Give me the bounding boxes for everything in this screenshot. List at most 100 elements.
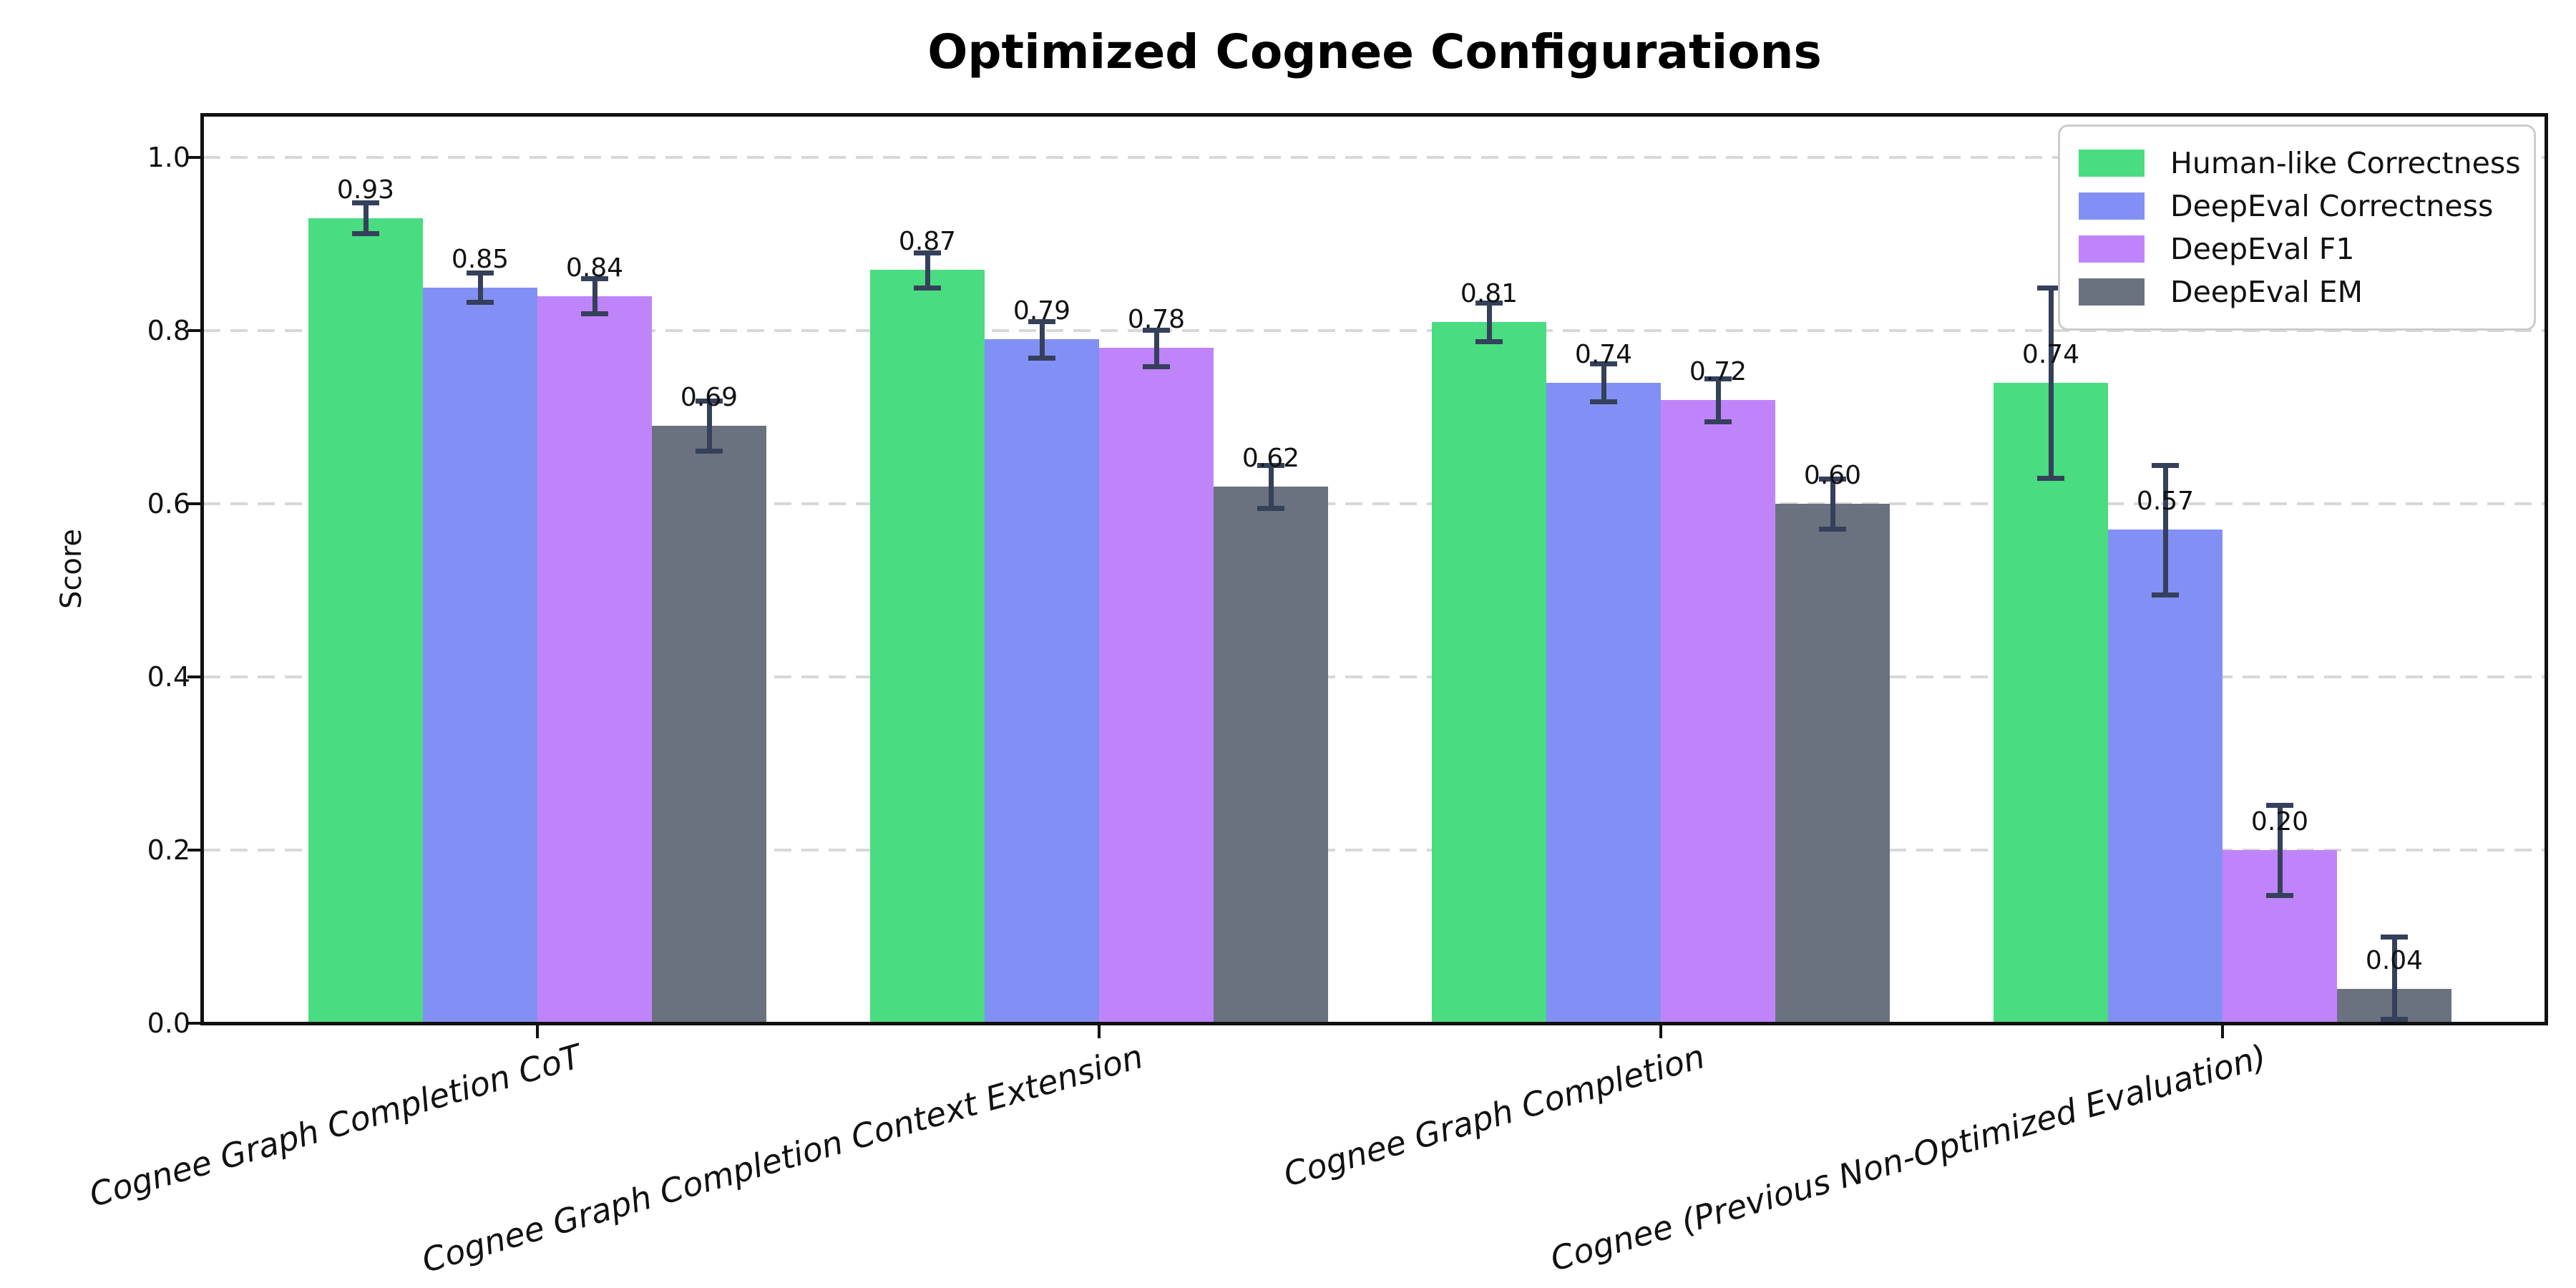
bar bbox=[1775, 504, 1890, 1023]
x-tick bbox=[2221, 1025, 2224, 1038]
x-tick bbox=[1098, 1025, 1101, 1038]
error-bar-cap-bottom bbox=[352, 231, 379, 237]
gridline bbox=[203, 849, 2546, 852]
error-bar-cap-bottom bbox=[1028, 355, 1055, 361]
bar bbox=[652, 426, 766, 1023]
bar bbox=[1546, 382, 1661, 1023]
error-bar bbox=[2048, 287, 2054, 478]
error-bar bbox=[2391, 937, 2397, 1019]
bar bbox=[870, 270, 985, 1023]
bar-value-label: 0.79 bbox=[1013, 296, 1071, 326]
error-bar-cap-bottom bbox=[696, 449, 723, 454]
error-bar bbox=[2162, 464, 2168, 595]
error-bar-cap-bottom bbox=[467, 300, 494, 306]
error-bar bbox=[477, 272, 483, 303]
y-tick bbox=[187, 849, 203, 852]
y-tick-label: 0.0 bbox=[147, 1008, 190, 1039]
error-bar-cap-top bbox=[914, 250, 941, 256]
bar-value-label: 0.84 bbox=[565, 253, 624, 283]
error-bar-cap-bottom bbox=[1257, 506, 1284, 512]
error-bar-cap-top bbox=[1143, 327, 1170, 333]
error-bar-cap-bottom bbox=[2152, 592, 2179, 598]
legend-row: DeepEval Correctness bbox=[2079, 185, 2515, 227]
error-bar-cap-top bbox=[1475, 301, 1503, 306]
y-tick bbox=[187, 329, 203, 332]
bar-value-label: 0.60 bbox=[1803, 461, 1862, 490]
error-bar bbox=[1039, 321, 1045, 358]
axis-spine-right bbox=[2545, 113, 2548, 1025]
gridline bbox=[203, 329, 2546, 332]
axis-spine-top bbox=[200, 113, 2548, 117]
error-bar-cap-top bbox=[1028, 318, 1055, 324]
error-bar-cap-top bbox=[467, 270, 494, 275]
bar-value-label: 0.04 bbox=[2365, 945, 2424, 975]
error-bar bbox=[1153, 329, 1159, 366]
legend-label: DeepEval EM bbox=[2170, 275, 2363, 309]
legend-label: Human-like Correctness bbox=[2170, 146, 2521, 180]
legend-swatch bbox=[2079, 235, 2145, 263]
bar-value-label: 0.87 bbox=[898, 227, 957, 257]
error-bar-cap-top bbox=[1819, 476, 1846, 482]
error-bar-cap-top bbox=[352, 200, 379, 205]
error-bar bbox=[1715, 378, 1721, 422]
bar-value-label: 0.81 bbox=[1460, 278, 1518, 308]
bar bbox=[1099, 348, 1214, 1023]
legend-row: DeepEval F1 bbox=[2079, 228, 2515, 270]
error-bar-cap-top bbox=[1590, 361, 1617, 366]
bar bbox=[423, 287, 537, 1023]
bar-value-label: 0.20 bbox=[2250, 807, 2309, 836]
bar bbox=[537, 296, 652, 1023]
error-bar bbox=[1268, 464, 1274, 509]
legend-row: DeepEval EM bbox=[2079, 271, 2515, 313]
y-tick bbox=[187, 502, 203, 505]
error-bar bbox=[924, 253, 930, 288]
error-bar-cap-bottom bbox=[2381, 1017, 2408, 1022]
bar-value-label: 0.62 bbox=[1241, 443, 1300, 473]
gridline bbox=[203, 502, 2546, 505]
y-tick-label: 0.2 bbox=[147, 834, 190, 866]
error-bar bbox=[592, 278, 597, 313]
bar-value-label: 0.74 bbox=[1574, 339, 1633, 369]
error-bar-cap-bottom bbox=[1819, 527, 1846, 532]
legend-swatch bbox=[2079, 150, 2145, 177]
legend: Human-like Correctness DeepEval Correctne… bbox=[2058, 125, 2536, 331]
y-tick-label: 0.6 bbox=[147, 488, 190, 519]
error-bar-cap-top bbox=[1704, 376, 1732, 381]
bar-value-label: 0.72 bbox=[1689, 356, 1747, 386]
error-bar bbox=[2277, 805, 2283, 895]
gridline bbox=[203, 675, 2546, 678]
error-bar-cap-top bbox=[581, 276, 608, 282]
error-bar-cap-bottom bbox=[2037, 475, 2064, 481]
bar bbox=[985, 339, 1099, 1023]
axis-spine-bottom bbox=[200, 1022, 2548, 1025]
y-tick bbox=[187, 675, 203, 678]
error-bar-cap-bottom bbox=[1590, 399, 1617, 405]
error-bar-cap-top bbox=[2381, 935, 2408, 940]
error-bar-cap-bottom bbox=[914, 285, 941, 291]
x-tick bbox=[536, 1025, 539, 1038]
error-bar-cap-bottom bbox=[1143, 364, 1170, 369]
axis-spine-left bbox=[200, 113, 204, 1025]
bar bbox=[1432, 321, 1546, 1023]
error-bar bbox=[1486, 303, 1492, 341]
y-tick-label: 0.4 bbox=[147, 661, 190, 693]
legend-swatch bbox=[2079, 278, 2145, 306]
legend-row: Human-like Correctness bbox=[2079, 142, 2521, 184]
x-tick bbox=[1659, 1025, 1662, 1038]
error-bar bbox=[706, 401, 712, 452]
bar-value-label: 0.78 bbox=[1127, 305, 1186, 335]
bar bbox=[1214, 486, 1328, 1023]
legend-label: DeepEval Correctness bbox=[2170, 189, 2494, 223]
error-bar-cap-top bbox=[2152, 462, 2179, 468]
gridline bbox=[203, 156, 2546, 159]
legend-swatch bbox=[2079, 192, 2145, 220]
bar bbox=[1661, 399, 1775, 1023]
chart-title: Optimized Cognee Configurations bbox=[927, 24, 1822, 79]
error-bar-cap-bottom bbox=[581, 311, 608, 316]
error-bar bbox=[1601, 363, 1606, 402]
y-tick-label: 1.0 bbox=[147, 142, 190, 173]
bar bbox=[308, 218, 423, 1023]
error-bar bbox=[1830, 478, 1835, 530]
error-bar-cap-top bbox=[696, 399, 723, 404]
